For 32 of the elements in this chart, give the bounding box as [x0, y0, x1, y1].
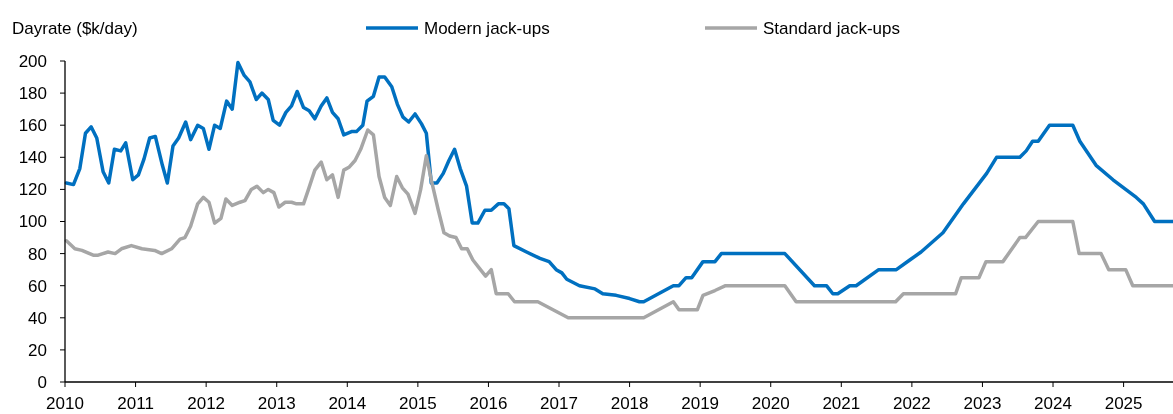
y-tick-label: 20	[28, 340, 47, 360]
x-tick-label: 2023	[963, 394, 1002, 413]
x-tick-label: 2018	[610, 394, 649, 413]
y-axis-title: Dayrate ($k/day)	[12, 19, 138, 38]
x-tick-label: 2025	[1104, 394, 1143, 413]
x-tick-label: 2011	[117, 394, 154, 413]
legend-label: Modern jack-ups	[424, 18, 550, 38]
y-tick-label: 100	[18, 212, 47, 232]
line-series	[64, 60, 1173, 304]
x-tick-label: 2012	[187, 394, 226, 413]
y-tick-label: 60	[28, 276, 47, 296]
y-tick-label: 160	[18, 116, 47, 136]
x-tick-label: 2021	[822, 394, 861, 413]
x-tick-label: 2010	[46, 394, 84, 413]
x-tick-label: 2016	[469, 394, 508, 413]
line-series	[64, 128, 1173, 320]
x-tick-label: 2022	[892, 394, 931, 413]
x-tick-label: 2024	[1034, 394, 1072, 413]
y-tick-label: 180	[18, 84, 47, 104]
y-tick-label: 80	[28, 244, 47, 264]
y-tick-label: 140	[18, 148, 47, 168]
x-tick-label: 2015	[398, 394, 437, 413]
x-tick-label: 2014	[328, 394, 367, 413]
x-tick-label: 2013	[257, 394, 296, 413]
y-tick-label: 200	[18, 51, 47, 71]
y-tick-label: 120	[18, 180, 47, 200]
x-tick-label: 2017	[540, 394, 578, 413]
y-tick-label: 0	[37, 372, 47, 392]
y-tick-label: 40	[28, 308, 47, 328]
legend-label: Standard jack-ups	[763, 18, 901, 38]
x-tick-label: 2020	[751, 394, 790, 413]
x-tick-label: 2019	[681, 394, 720, 413]
